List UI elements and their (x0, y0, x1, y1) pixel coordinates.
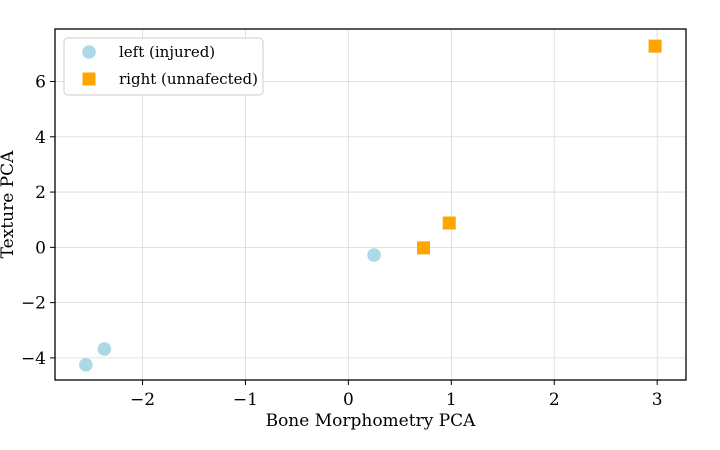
square-marker (648, 39, 662, 53)
data-points (79, 39, 662, 372)
legend-box (63, 37, 264, 96)
square-marker (442, 216, 456, 230)
x-tick-label: 1 (446, 390, 457, 410)
y-tick-label: 2 (35, 183, 46, 203)
legend-label: left (injured) (119, 43, 215, 61)
x-tick-label: −1 (233, 390, 258, 410)
circle-marker (367, 248, 381, 262)
y-axis-label: Texture PCA (0, 150, 18, 258)
y-axis-ticks: −4 −2 0 2 4 6 (21, 73, 55, 369)
legend-label: right (unnafected) (119, 70, 258, 88)
y-tick-label: −2 (21, 294, 46, 314)
legend-square-symbol (82, 72, 96, 86)
square-marker (417, 241, 431, 255)
y-tick-label: 6 (35, 73, 46, 93)
x-axis-ticks: −2 −1 0 1 2 3 (130, 380, 663, 410)
x-axis-label: Bone Morphometry PCA (266, 411, 477, 431)
y-tick-label: 4 (35, 128, 46, 148)
legend: left (injured) right (unnafected) (63, 37, 264, 96)
x-tick-label: 2 (549, 390, 560, 410)
x-tick-label: 3 (652, 390, 663, 410)
legend-circle-symbol (82, 45, 96, 59)
y-tick-label: −4 (21, 349, 46, 369)
plot-frame (54, 28, 687, 381)
x-tick-label: −2 (130, 390, 155, 410)
x-tick-label: 0 (343, 390, 354, 410)
circle-marker (97, 342, 112, 356)
circle-marker (79, 357, 93, 372)
y-tick-label: 0 (35, 238, 46, 258)
